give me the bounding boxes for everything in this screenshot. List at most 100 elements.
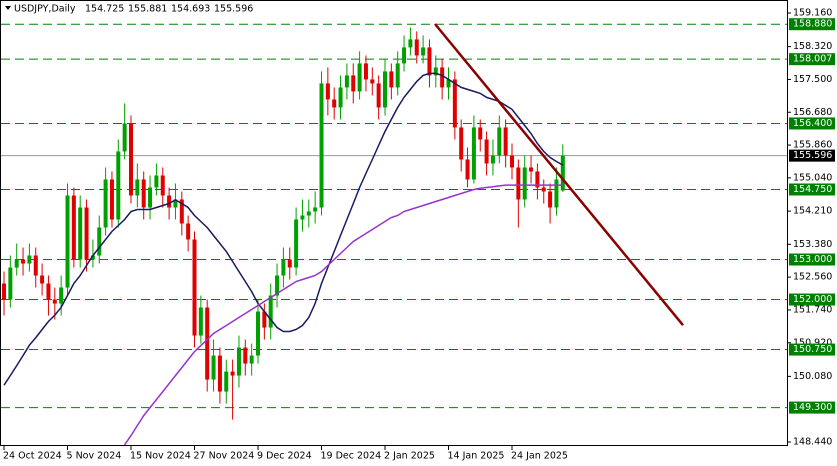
level-box bbox=[789, 401, 835, 414]
candle-body bbox=[78, 207, 83, 260]
candle-body bbox=[319, 83, 324, 208]
candle-body bbox=[395, 63, 400, 88]
header-open: 154.725 bbox=[85, 4, 124, 15]
header-low: 154.693 bbox=[171, 4, 210, 15]
candle-body bbox=[351, 75, 356, 92]
candle-body bbox=[338, 87, 343, 108]
x-tick-label: 9 Dec 2024 bbox=[257, 451, 312, 462]
candle-body bbox=[294, 219, 299, 268]
level-label: 158.880 bbox=[793, 19, 832, 30]
candle-body bbox=[510, 155, 514, 168]
candle-body bbox=[503, 127, 508, 156]
y-tick-label: 150.080 bbox=[793, 371, 832, 382]
candle-body bbox=[535, 171, 540, 188]
y-tick-label: 148.440 bbox=[793, 436, 832, 447]
candle-body bbox=[230, 371, 235, 376]
x-tick-label: 5 Nov 2024 bbox=[67, 451, 122, 462]
level-box bbox=[789, 18, 835, 31]
candle-body bbox=[116, 151, 121, 220]
candle-body bbox=[65, 195, 70, 288]
trendline bbox=[434, 23, 684, 326]
level-box bbox=[789, 117, 835, 130]
level-label: 158.007 bbox=[793, 54, 832, 65]
candle-body bbox=[8, 267, 13, 300]
candle-body bbox=[243, 347, 248, 364]
y-tick-label: 151.740 bbox=[793, 304, 832, 315]
candle-body bbox=[71, 195, 76, 260]
candle-body bbox=[160, 175, 165, 196]
candle-body bbox=[211, 355, 216, 380]
candle-body bbox=[490, 155, 495, 164]
candle-body bbox=[268, 295, 273, 328]
candle-body bbox=[236, 347, 241, 376]
candle-body bbox=[59, 287, 64, 304]
candle-body bbox=[313, 207, 318, 212]
chart-title: USDJPY,Daily bbox=[14, 4, 76, 15]
candle-body bbox=[465, 159, 470, 180]
price-box bbox=[789, 149, 835, 162]
x-tick-label: 19 Dec 2024 bbox=[321, 451, 382, 462]
candle-body bbox=[173, 199, 178, 208]
header-high: 155.881 bbox=[128, 4, 167, 15]
candle-body bbox=[344, 75, 349, 88]
x-tick-label: 15 Nov 2024 bbox=[130, 451, 191, 462]
candle-body bbox=[427, 47, 432, 76]
candle-body bbox=[383, 71, 387, 108]
candle-body bbox=[14, 259, 19, 268]
candle-body bbox=[84, 207, 89, 260]
candle-body bbox=[376, 83, 381, 108]
candle-body bbox=[167, 195, 172, 208]
y-tick-label: 154.210 bbox=[793, 206, 832, 217]
candle-body bbox=[186, 223, 191, 240]
level-label: 156.400 bbox=[793, 118, 832, 129]
level-box bbox=[789, 53, 835, 66]
moving-average bbox=[123, 184, 563, 446]
candle-body bbox=[548, 191, 553, 208]
level-box bbox=[789, 293, 835, 306]
candle-body bbox=[408, 39, 413, 48]
candle-body bbox=[471, 127, 476, 180]
candle-body bbox=[541, 187, 546, 192]
x-tick-label: 27 Nov 2024 bbox=[194, 451, 255, 462]
x-tick-label: 24 Jan 2025 bbox=[511, 451, 568, 462]
level-box bbox=[789, 183, 835, 196]
candle-body bbox=[522, 167, 527, 200]
candle-body bbox=[262, 311, 267, 328]
y-tick-label: 150.920 bbox=[793, 337, 832, 348]
moving-average bbox=[3, 72, 564, 386]
level-box bbox=[789, 253, 835, 266]
candle-body bbox=[516, 167, 521, 200]
candle-body bbox=[52, 299, 57, 304]
candle-body bbox=[129, 123, 133, 196]
candle-body bbox=[97, 227, 102, 256]
level-label: 152.000 bbox=[793, 294, 832, 305]
candle-body bbox=[249, 355, 254, 364]
header-close: 155.596 bbox=[214, 4, 253, 15]
y-tick-label: 157.500 bbox=[793, 74, 832, 85]
menu-arrow bbox=[5, 6, 11, 10]
candle-body bbox=[103, 179, 108, 228]
y-tick-label: 156.680 bbox=[793, 107, 832, 118]
candle-body bbox=[33, 255, 38, 276]
candle-body bbox=[300, 215, 305, 220]
candle-body bbox=[27, 255, 32, 264]
candle-body bbox=[332, 99, 337, 108]
candle-body bbox=[90, 255, 95, 260]
candle-body bbox=[198, 307, 203, 336]
candle-body bbox=[192, 239, 197, 336]
x-tick-label: 14 Jan 2025 bbox=[448, 451, 505, 462]
candle-body bbox=[529, 167, 534, 172]
level-label: 150.750 bbox=[793, 344, 832, 355]
y-tick-label: 159.160 bbox=[793, 8, 832, 19]
candle-body bbox=[459, 127, 464, 160]
y-tick-label: 155.040 bbox=[793, 172, 832, 183]
candle-body bbox=[421, 47, 426, 56]
y-tick-label: 152.560 bbox=[793, 272, 832, 283]
candle-body bbox=[484, 139, 489, 164]
candle-body bbox=[554, 179, 559, 208]
candle-body bbox=[205, 307, 210, 380]
candle-body bbox=[224, 371, 229, 392]
candle-body bbox=[497, 127, 502, 156]
candle-body bbox=[440, 67, 445, 88]
